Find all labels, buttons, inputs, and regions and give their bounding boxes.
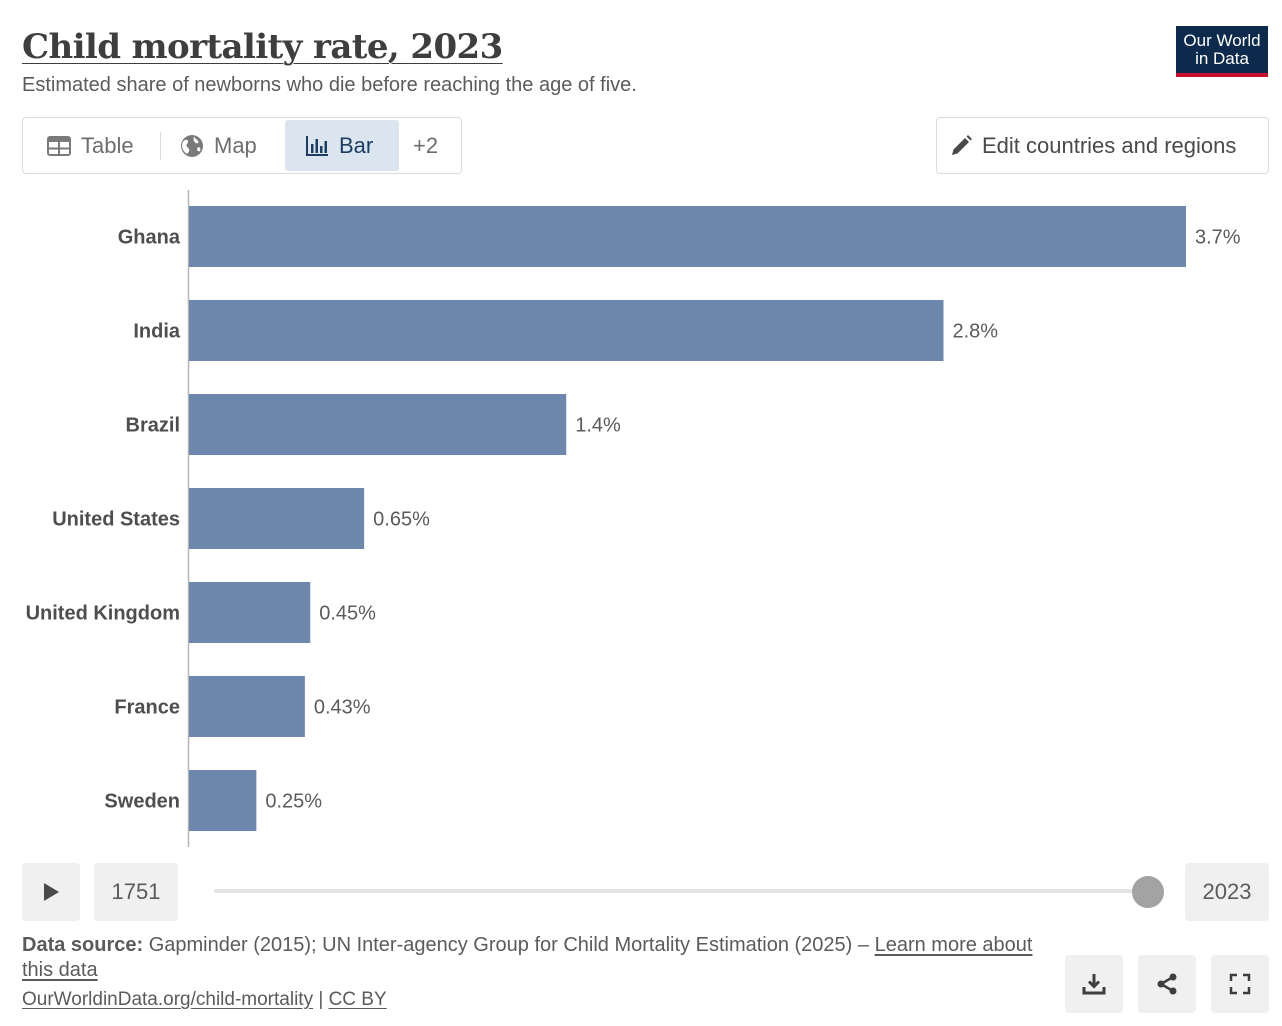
value-label: 3.7% xyxy=(1195,227,1241,249)
category-label[interactable]: France xyxy=(114,697,180,719)
footer-sources: Data source: Gapminder (2015); UN Inter-… xyxy=(22,933,1052,1012)
chart-subtitle: Estimated share of newborns who die befo… xyxy=(22,74,637,96)
bar-ghana[interactable] xyxy=(189,206,1186,267)
fullscreen-icon xyxy=(1229,973,1251,995)
play-icon xyxy=(44,883,59,901)
view-tabs: Table Map Bar +2 xyxy=(22,117,462,174)
bar-united-kingdom[interactable] xyxy=(189,582,311,643)
timeline-slider[interactable] xyxy=(214,889,1148,893)
tab-map[interactable]: Map xyxy=(180,120,257,171)
data-source-text: Gapminder (2015); UN Inter-agency Group … xyxy=(143,934,875,956)
tab-map-label: Map xyxy=(214,132,257,158)
bar-chart: Ghana 3.7% India 2.8% Brazil 1.4% United State… xyxy=(26,190,1241,847)
license-link[interactable]: CC BY xyxy=(328,989,387,1010)
value-label: 0.25% xyxy=(265,791,322,813)
category-label[interactable]: Sweden xyxy=(104,791,180,813)
tab-table[interactable]: Table xyxy=(47,120,134,171)
tab-bar-label: Bar xyxy=(339,132,374,158)
category-label[interactable]: United States xyxy=(52,509,180,531)
data-source-label: Data source: xyxy=(22,934,144,956)
category-label[interactable]: Brazil xyxy=(126,415,180,437)
logo-line-2: in Data xyxy=(1195,49,1249,68)
globe-icon xyxy=(181,134,203,157)
pencil-icon xyxy=(952,134,972,155)
bar-chart-icon xyxy=(306,135,328,156)
value-label: 0.45% xyxy=(319,603,376,625)
edit-countries-button[interactable]: Edit countries and regions xyxy=(936,117,1269,174)
timeline-end-year[interactable]: 2023 xyxy=(1185,863,1269,921)
tab-bar[interactable]: Bar xyxy=(285,120,399,171)
tab-divider xyxy=(160,132,161,160)
learn-more-link[interactable]: Learn more about this data xyxy=(22,934,1033,981)
chart-title[interactable]: Child mortality rate, 2023 xyxy=(22,27,503,67)
tab-more[interactable]: +2 xyxy=(413,132,439,158)
bar-india[interactable] xyxy=(189,300,944,361)
bar-united-states[interactable] xyxy=(189,488,365,549)
play-button[interactable] xyxy=(22,863,80,921)
value-label: 1.4% xyxy=(575,415,621,437)
table-icon xyxy=(47,135,71,156)
share-icon xyxy=(1157,973,1177,995)
fullscreen-button[interactable] xyxy=(1211,955,1269,1013)
share-button[interactable] xyxy=(1138,955,1196,1013)
value-label: 2.8% xyxy=(952,321,998,343)
bar-brazil[interactable] xyxy=(189,394,567,455)
edit-countries-label: Edit countries and regions xyxy=(982,132,1237,158)
tab-table-label: Table xyxy=(81,132,134,158)
category-label[interactable]: India xyxy=(133,321,181,343)
timeline-start-year[interactable]: 1751 xyxy=(94,863,178,921)
category-label[interactable]: Ghana xyxy=(118,227,181,249)
owid-logo[interactable]: Our World in Data xyxy=(1176,26,1268,77)
value-label: 0.43% xyxy=(314,697,371,719)
timeline-slider-handle[interactable] xyxy=(1132,876,1164,908)
logo-line-1: Our World xyxy=(1183,31,1261,50)
bar-sweden[interactable] xyxy=(189,770,257,831)
chart-url-link[interactable]: OurWorldinData.org/child-mortality xyxy=(22,989,314,1010)
category-label[interactable]: United Kingdom xyxy=(26,603,180,625)
footer-separator: | xyxy=(313,989,329,1010)
value-label: 0.65% xyxy=(373,509,430,531)
bar-france[interactable] xyxy=(189,676,305,737)
download-icon xyxy=(1082,974,1106,995)
download-button[interactable] xyxy=(1065,955,1123,1013)
